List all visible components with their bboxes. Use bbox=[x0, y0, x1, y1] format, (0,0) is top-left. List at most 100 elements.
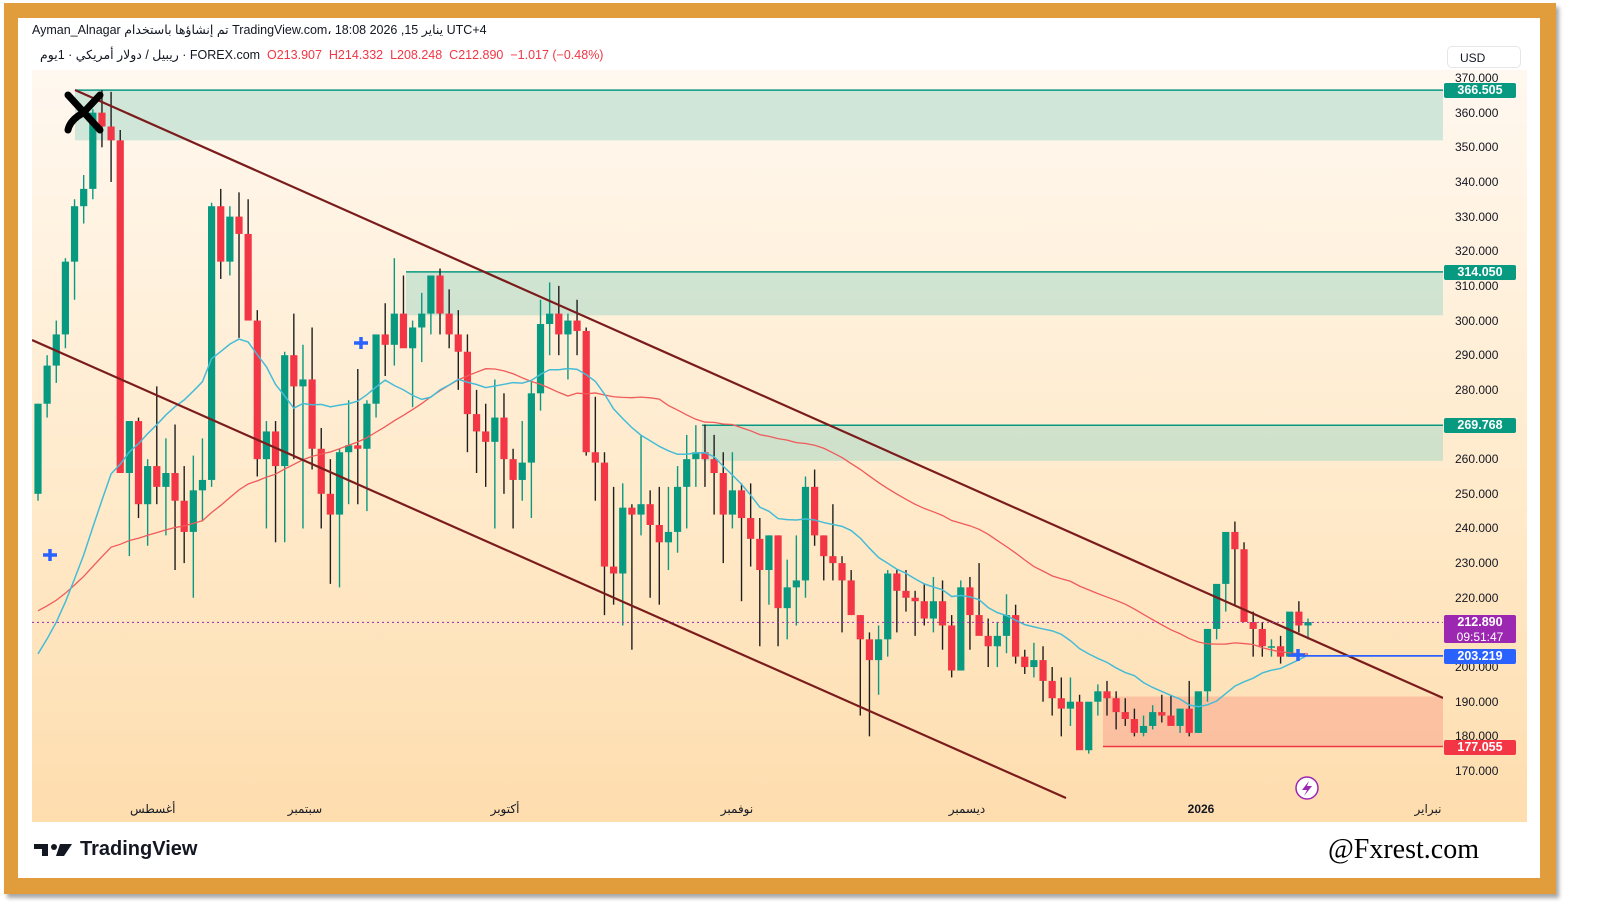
bear-candle bbox=[1039, 660, 1047, 681]
bull-candle bbox=[783, 587, 791, 609]
supply-zone-1 bbox=[75, 90, 1443, 141]
bear-candle bbox=[856, 615, 864, 640]
bear-candle bbox=[646, 504, 654, 525]
last-price-tag: 212.890 09:51:47 bbox=[1444, 615, 1516, 644]
supply-zone-2 bbox=[406, 271, 1443, 316]
last-price-value: 212.890 bbox=[1457, 615, 1503, 629]
time-tick: أكتوبر bbox=[490, 802, 520, 816]
bull-candle bbox=[536, 324, 545, 394]
bull-candle bbox=[801, 486, 810, 581]
low-value: L208.248 bbox=[390, 48, 443, 62]
price-tick: 260.000 bbox=[1455, 452, 1499, 467]
ma-fast-line bbox=[37, 338, 1309, 708]
bear-candle bbox=[1158, 712, 1166, 716]
symbol-name[interactable]: ريبيل / دولار أمريكي · 1يوم · FOREX.com bbox=[40, 48, 261, 62]
bear-candle bbox=[500, 417, 508, 460]
bull-candle bbox=[418, 313, 426, 328]
bull-candle bbox=[335, 452, 344, 515]
bull-candle bbox=[929, 601, 937, 619]
price-tick: 280.000 bbox=[1455, 382, 1499, 397]
bar-countdown: 09:51:47 bbox=[1456, 630, 1504, 644]
bear-candle bbox=[1048, 680, 1056, 699]
tradingview-logo-icon bbox=[34, 843, 72, 856]
bear-candle bbox=[116, 140, 124, 474]
price-tick: 310.000 bbox=[1455, 278, 1499, 293]
bear-candle bbox=[1258, 628, 1266, 647]
bear-candle bbox=[253, 320, 261, 460]
bear-candle bbox=[600, 462, 609, 567]
bull-candle bbox=[345, 445, 353, 453]
bull-candle bbox=[207, 206, 216, 480]
bull-candle bbox=[993, 635, 1001, 647]
bull-candle bbox=[409, 327, 417, 349]
bull-candle bbox=[189, 490, 197, 532]
bear-candle bbox=[710, 459, 718, 474]
publish-info: Ayman_Alnagar تم إنشاؤها باستخدام Tradin… bbox=[32, 23, 487, 37]
bear-candle bbox=[865, 639, 874, 661]
bull-candle bbox=[80, 188, 88, 207]
price-tick: 290.000 bbox=[1455, 348, 1499, 363]
bull-candle bbox=[692, 452, 700, 460]
price-tick: 220.000 bbox=[1455, 590, 1499, 605]
bull-candle bbox=[792, 580, 800, 588]
bear-candle bbox=[774, 535, 782, 609]
currency-button[interactable]: USD bbox=[1447, 46, 1521, 68]
bear-candle bbox=[1231, 531, 1239, 550]
bull-candle bbox=[518, 462, 526, 480]
bull-candle bbox=[363, 403, 371, 449]
bear-candle bbox=[317, 448, 325, 494]
bull-candle bbox=[226, 216, 234, 262]
bear-candle bbox=[153, 466, 161, 487]
bear-candle bbox=[454, 334, 462, 352]
bear-candle bbox=[655, 524, 663, 543]
bear-candle bbox=[107, 126, 115, 141]
supply-zone-3 bbox=[702, 425, 1443, 461]
high-value: H214.332 bbox=[328, 48, 384, 62]
bear-candle bbox=[1112, 698, 1120, 713]
bear-candle bbox=[573, 320, 581, 331]
tradingview-logo[interactable]: TradingView bbox=[34, 838, 197, 861]
price-tick: 350.000 bbox=[1455, 140, 1499, 155]
bull-candle bbox=[1085, 701, 1093, 751]
bull-candle bbox=[1222, 531, 1230, 584]
symbol-legend: ريبيل / دولار أمريكي · 1يوم · FOREX.com … bbox=[40, 47, 603, 62]
bear-candle bbox=[509, 459, 517, 480]
bull-candle bbox=[43, 365, 51, 404]
bull-candle bbox=[1213, 583, 1221, 629]
support-price-tag: 177.055 bbox=[1444, 740, 1516, 755]
bull-candle bbox=[281, 355, 289, 467]
plot-layer bbox=[32, 88, 1443, 800]
bull-candle bbox=[765, 535, 773, 571]
bull-candle bbox=[372, 334, 380, 404]
bear-candle bbox=[902, 590, 910, 598]
watermark: @Fxrest.com bbox=[1328, 834, 1479, 865]
bull-candle bbox=[957, 587, 965, 671]
bull-candle bbox=[874, 639, 883, 661]
channel-upper bbox=[74, 88, 1443, 700]
bear-candle bbox=[582, 330, 590, 453]
bear-candle bbox=[719, 473, 727, 515]
bull-candle bbox=[546, 313, 554, 325]
bull-candle bbox=[34, 403, 42, 494]
time-tick: أغسطس bbox=[130, 802, 176, 816]
bull-candle bbox=[527, 393, 535, 463]
tradingview-logo-text: TradingView bbox=[80, 838, 198, 860]
bull-candle bbox=[728, 490, 736, 515]
bear-candle bbox=[920, 601, 928, 619]
bear-candle bbox=[838, 563, 846, 581]
bear-candle bbox=[948, 625, 956, 671]
bull-candle bbox=[637, 504, 645, 515]
bear-candle bbox=[984, 635, 992, 647]
bear-candle bbox=[436, 275, 444, 314]
bear-candle bbox=[847, 580, 855, 616]
bull-candle bbox=[144, 466, 152, 505]
bear-candle bbox=[1295, 611, 1303, 626]
bull-candle bbox=[1030, 660, 1038, 668]
bear-candle bbox=[354, 445, 362, 449]
bull-candle bbox=[884, 573, 892, 640]
time-tick: نبراير bbox=[1414, 802, 1442, 816]
bull-candle bbox=[390, 313, 398, 345]
bear-candle bbox=[555, 313, 563, 335]
bear-candle bbox=[134, 421, 143, 505]
